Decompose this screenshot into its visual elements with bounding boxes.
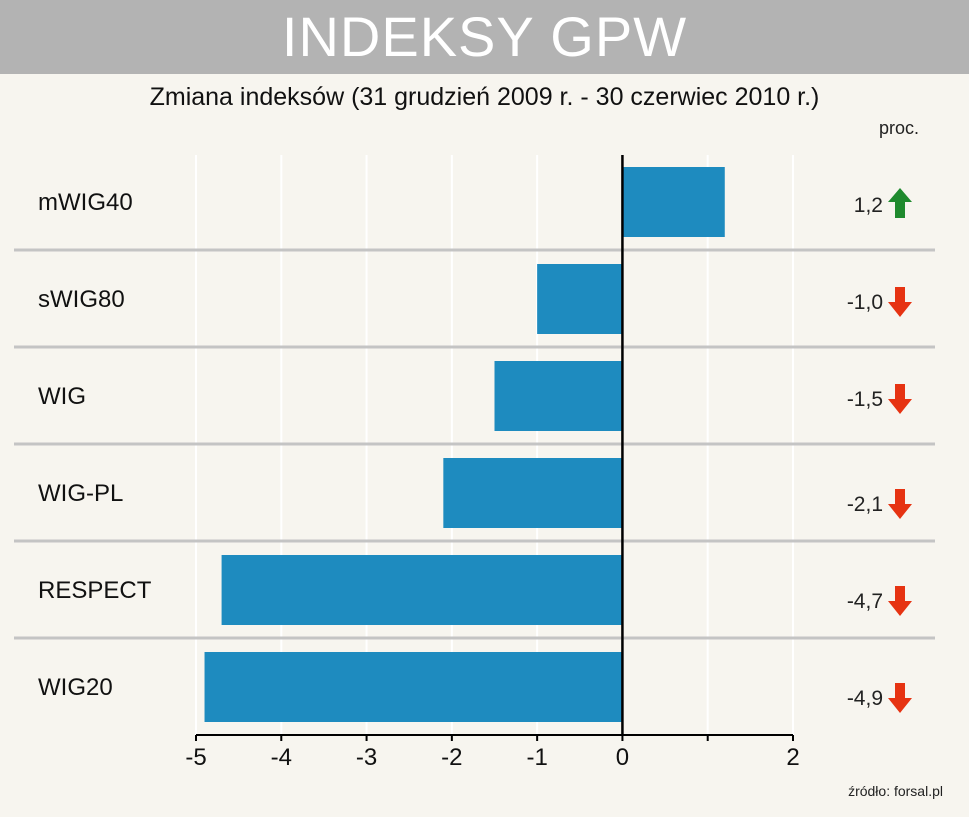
down-arrow-icon [888,384,912,414]
category-label: WIG [38,383,86,410]
bar [622,167,725,237]
bar [221,555,623,625]
title-banner: INDEKSY GPW [0,0,969,74]
x-tick-label: -5 [185,744,206,771]
source-note: źródło: forsal.pl [848,783,943,799]
bar [494,361,623,431]
up-arrow-icon [888,188,912,218]
bar [537,264,623,334]
value-label: -1,0 [847,291,883,314]
chart-title: INDEKSY GPW [281,5,688,68]
value-label: -4,7 [847,590,883,613]
down-arrow-icon [888,683,912,713]
value-label: -1,5 [847,388,883,411]
bar [204,652,623,722]
category-label: WIG-PL [38,480,123,507]
down-arrow-icon [888,287,912,317]
unit-label: proc. [878,118,919,138]
bar [443,458,623,528]
category-label: mWIG40 [38,189,133,216]
x-tick-label: -4 [271,744,292,771]
category-label: RESPECT [38,577,152,604]
x-tick-label: -3 [356,744,377,771]
value-label: 1,2 [854,194,883,217]
down-arrow-icon [888,586,912,616]
chart-subtitle: Zmiana indeksów (31 grudzień 2009 r. - 3… [149,83,820,111]
value-label: -4,9 [847,687,883,710]
x-tick-label: -2 [441,744,462,771]
category-label: WIG20 [38,674,113,701]
x-tick-label: -1 [526,744,547,771]
x-tick-label: 2 [786,744,799,771]
value-label: -2,1 [847,493,883,516]
down-arrow-icon [888,489,912,519]
category-label: sWIG80 [38,286,125,313]
x-tick-label: 0 [616,744,629,771]
